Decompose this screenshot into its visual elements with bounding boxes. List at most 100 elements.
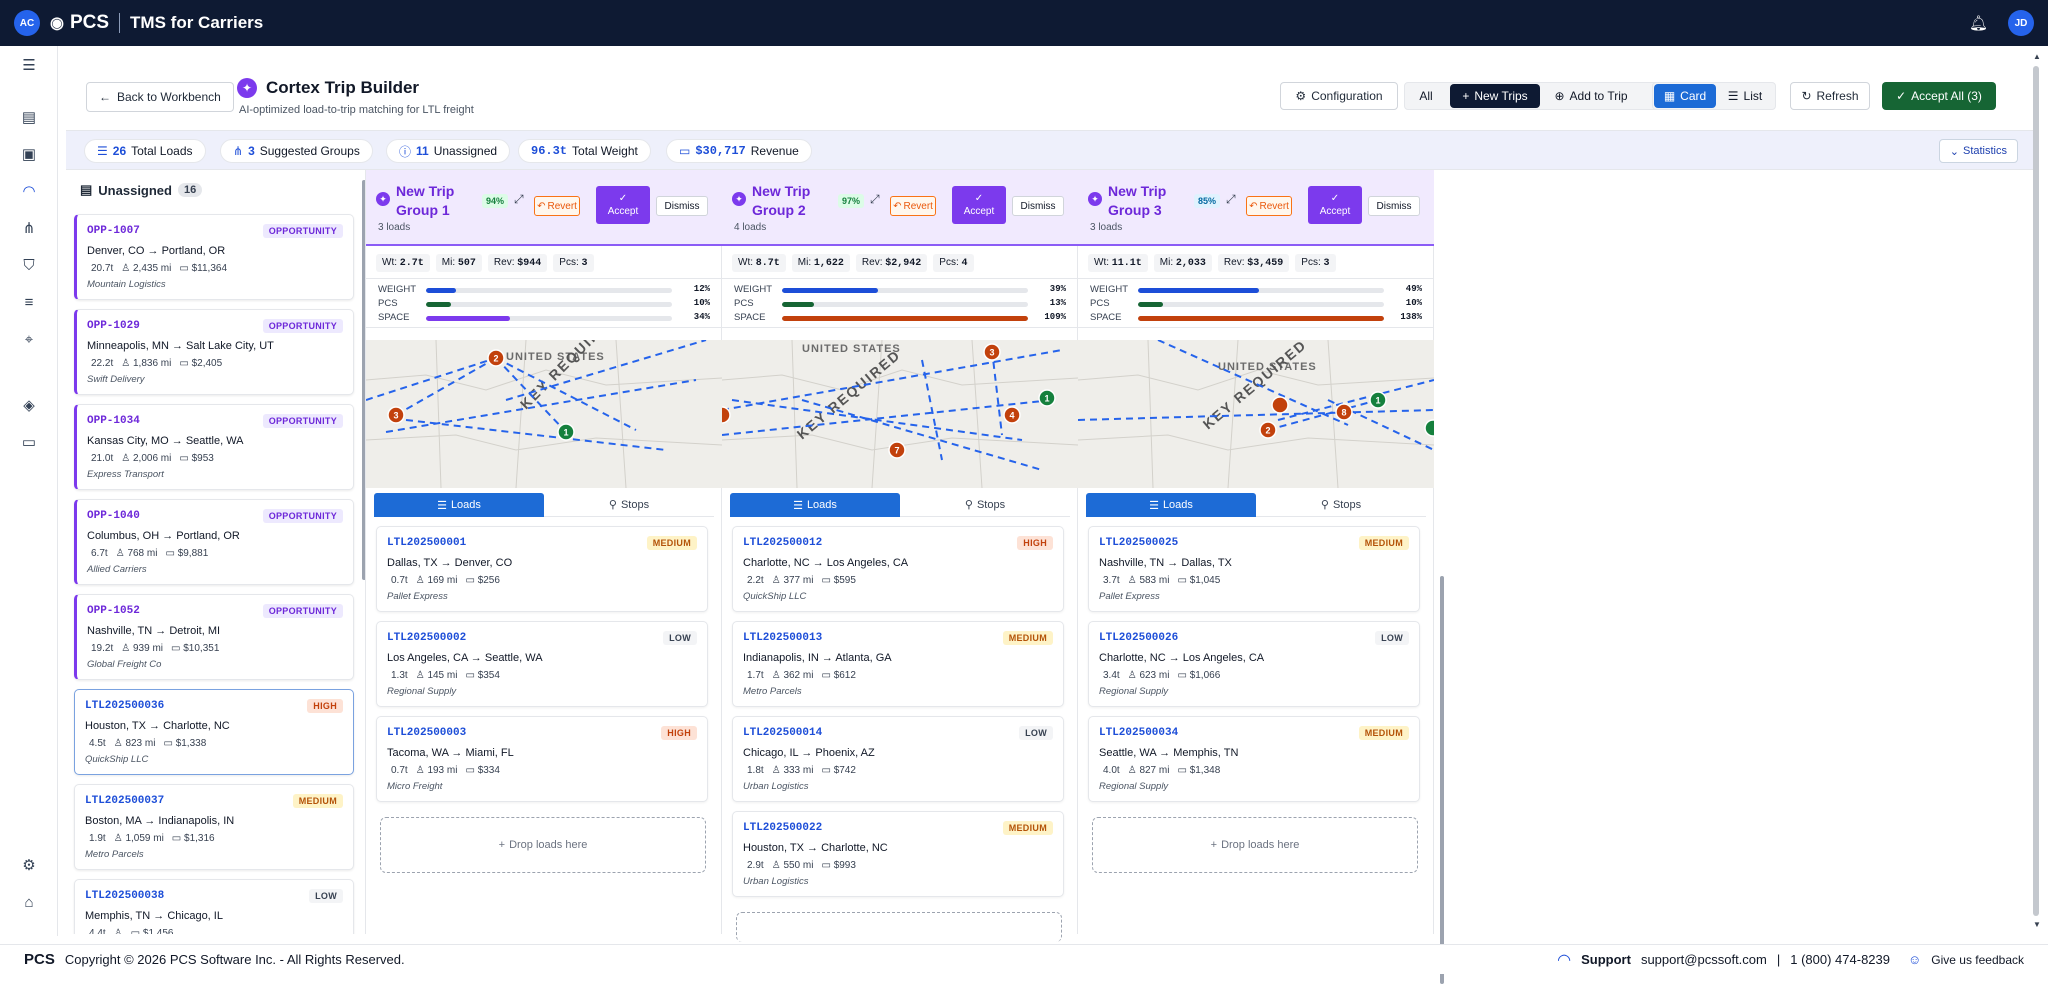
expand-icon[interactable]: ⤢	[514, 192, 524, 206]
stop-marker[interactable]: 1	[557, 423, 575, 441]
load-id[interactable]: LTL202500022	[743, 822, 823, 834]
load-card[interactable]: LTL202500001 MEDIUM Dallas, TX → Denver,…	[376, 526, 708, 612]
expand-icon[interactable]: ⤢	[870, 192, 880, 206]
load-id[interactable]: LTL202500003	[387, 727, 467, 739]
support-phone[interactable]: 1 (800) 474-8239	[1790, 952, 1890, 967]
load-card[interactable]: LTL202500002 LOW Los Angeles, CA → Seatt…	[376, 621, 708, 707]
load-card[interactable]: LTL202500026 LOW Charlotte, NC → Los Ang…	[1088, 621, 1420, 707]
load-id[interactable]: LTL202500001	[387, 537, 467, 549]
load-id[interactable]: LTL202500025	[1099, 537, 1179, 549]
tab-stops[interactable]: ⚲ Stops	[544, 493, 714, 517]
load-id[interactable]: LTL202500013	[743, 632, 823, 644]
stop-marker[interactable]: 4	[1003, 406, 1021, 424]
page-scrollbar[interactable]: ▲ ▼	[2030, 52, 2042, 932]
brand-logo[interactable]: ◉ PCS TMS for Carriers	[50, 12, 263, 34]
expand-icon[interactable]: ⤢	[1226, 192, 1236, 206]
load-card[interactable]: OPP-1007 OPPORTUNITY Denver, CO → Portla…	[74, 214, 354, 300]
load-id[interactable]: LTL202500002	[387, 632, 467, 644]
load-id[interactable]: LTL202500026	[1099, 632, 1179, 644]
configuration-button[interactable]: ⚙ Configuration	[1280, 82, 1398, 110]
menu-icon[interactable]: ☰	[22, 57, 36, 74]
refresh-button[interactable]: ↻ Refresh	[1790, 82, 1870, 110]
statistics-button[interactable]: ⌄ Statistics	[1938, 139, 2018, 163]
layers-icon[interactable]: ◈	[23, 397, 35, 414]
accept-button[interactable]: ✓ Accept	[952, 186, 1006, 224]
list-view-button[interactable]: ☰ List	[1718, 84, 1772, 108]
load-id[interactable]: LTL202500012	[743, 537, 823, 549]
feedback-link[interactable]: Give us feedback	[1931, 952, 2024, 967]
stop-marker[interactable]: 3	[387, 406, 405, 424]
network-icon[interactable]: ⋔	[22, 220, 36, 237]
list-icon[interactable]: ≡	[24, 293, 34, 311]
accept-button[interactable]: ✓ Accept	[1308, 186, 1362, 224]
bell-icon[interactable]: 🔔︎	[1968, 15, 1988, 32]
tab-loads[interactable]: ☰ Loads	[374, 493, 544, 517]
stop-marker[interactable]: 1	[1369, 391, 1387, 409]
load-id[interactable]: OPP-1034	[87, 415, 140, 427]
page-scroll-thumb[interactable]	[2033, 66, 2039, 916]
revert-button[interactable]: ↶ Revert	[534, 196, 580, 216]
dismiss-button[interactable]: Dismiss	[1368, 196, 1420, 216]
load-card[interactable]: OPP-1040 OPPORTUNITY Columbus, OH → Port…	[74, 499, 354, 585]
support-email[interactable]: support@pcssoft.com	[1640, 952, 1767, 967]
load-card[interactable]: LTL202500012 HIGH Charlotte, NC → Los An…	[732, 526, 1064, 612]
load-card[interactable]: LTL202500003 HIGH Tacoma, WA → Miami, FL…	[376, 716, 708, 802]
load-card[interactable]: LTL202500013 MEDIUM Indianapolis, IN → A…	[732, 621, 1064, 707]
filter-all-button[interactable]: All	[1406, 84, 1446, 108]
tab-stops[interactable]: ⚲ Stops	[1256, 493, 1426, 517]
accept-button[interactable]: ✓ Accept	[596, 186, 650, 224]
group2-scrollbar[interactable]	[1440, 576, 1444, 984]
load-id[interactable]: LTL202500014	[743, 727, 823, 739]
shield-icon[interactable]: ⛉	[23, 256, 35, 274]
load-id[interactable]: LTL202500036	[85, 700, 165, 712]
back-to-workbench-button[interactable]: ← Back to Workbench	[86, 82, 234, 112]
gear-icon[interactable]: ⚙	[22, 857, 36, 874]
stop-marker[interactable]	[1424, 419, 1434, 437]
load-id[interactable]: OPP-1052	[87, 605, 140, 617]
revert-button[interactable]: ↶ Revert	[1246, 196, 1292, 216]
stop-marker[interactable]: 8	[1335, 403, 1353, 421]
load-card[interactable]: LTL202500038 LOW Memphis, TN → Chicago, …	[74, 879, 354, 934]
accept-all-button[interactable]: ✓ Accept All (3)	[1882, 82, 1996, 110]
user-avatar-left[interactable]: AC	[14, 10, 40, 36]
stop-marker[interactable]: 2	[1259, 421, 1277, 439]
tracking-icon[interactable]: ⌖	[24, 330, 34, 348]
stop-marker[interactable]: 2	[487, 349, 505, 367]
filter-new-trips-button[interactable]: + New Trips	[1450, 84, 1540, 108]
unassigned-scrollbar[interactable]	[362, 180, 365, 580]
load-card[interactable]: OPP-1052 OPPORTUNITY Nashville, TN → Det…	[74, 594, 354, 680]
load-id[interactable]: LTL202500037	[85, 795, 165, 807]
load-card[interactable]: OPP-1029 OPPORTUNITY Minneapolis, MN → S…	[74, 309, 354, 395]
tab-stops[interactable]: ⚲ Stops	[900, 493, 1070, 517]
load-card[interactable]: OPP-1034 OPPORTUNITY Kansas City, MO → S…	[74, 404, 354, 490]
dispatch-icon[interactable]: ▤	[21, 109, 37, 126]
dismiss-button[interactable]: Dismiss	[1012, 196, 1064, 216]
route-map[interactable]: UNITED STATES KEY REQUIRED 8 2 1	[1078, 340, 1434, 488]
tab-loads[interactable]: ☰ Loads	[730, 493, 900, 517]
stop-marker[interactable]	[1271, 396, 1289, 414]
drop-zone[interactable]: + Drop loads here	[1092, 817, 1418, 873]
load-id[interactable]: OPP-1040	[87, 510, 140, 522]
revert-button[interactable]: ↶ Revert	[890, 196, 936, 216]
load-id[interactable]: OPP-1029	[87, 320, 140, 332]
load-id[interactable]: LTL202500038	[85, 890, 165, 902]
tab-loads[interactable]: ☰ Loads	[1086, 493, 1256, 517]
user-avatar[interactable]: JD	[2008, 10, 2034, 36]
load-id[interactable]: OPP-1007	[87, 225, 140, 237]
stop-marker[interactable]: 3	[983, 343, 1001, 361]
stop-marker[interactable]: 1	[1038, 389, 1056, 407]
load-card[interactable]: LTL202500036 HIGH Houston, TX → Charlott…	[74, 689, 354, 775]
load-card[interactable]: LTL202500034 MEDIUM Seattle, WA → Memphi…	[1088, 716, 1420, 802]
load-card[interactable]: LTL202500025 MEDIUM Nashville, TN → Dall…	[1088, 526, 1420, 612]
id-card-icon[interactable]: ▭	[21, 434, 37, 451]
scroll-down-icon[interactable]: ▼	[2033, 920, 2041, 929]
load-id[interactable]: LTL202500034	[1099, 727, 1179, 739]
support-headset-icon[interactable]: ◠	[22, 183, 36, 200]
documents-icon[interactable]: ▣	[21, 146, 37, 163]
scroll-up-icon[interactable]: ▲	[2033, 52, 2041, 61]
drop-zone[interactable]	[736, 912, 1062, 942]
graduation-cap-icon[interactable]: ⌂	[24, 893, 34, 911]
load-card[interactable]: LTL202500037 MEDIUM Boston, MA → Indiana…	[74, 784, 354, 870]
